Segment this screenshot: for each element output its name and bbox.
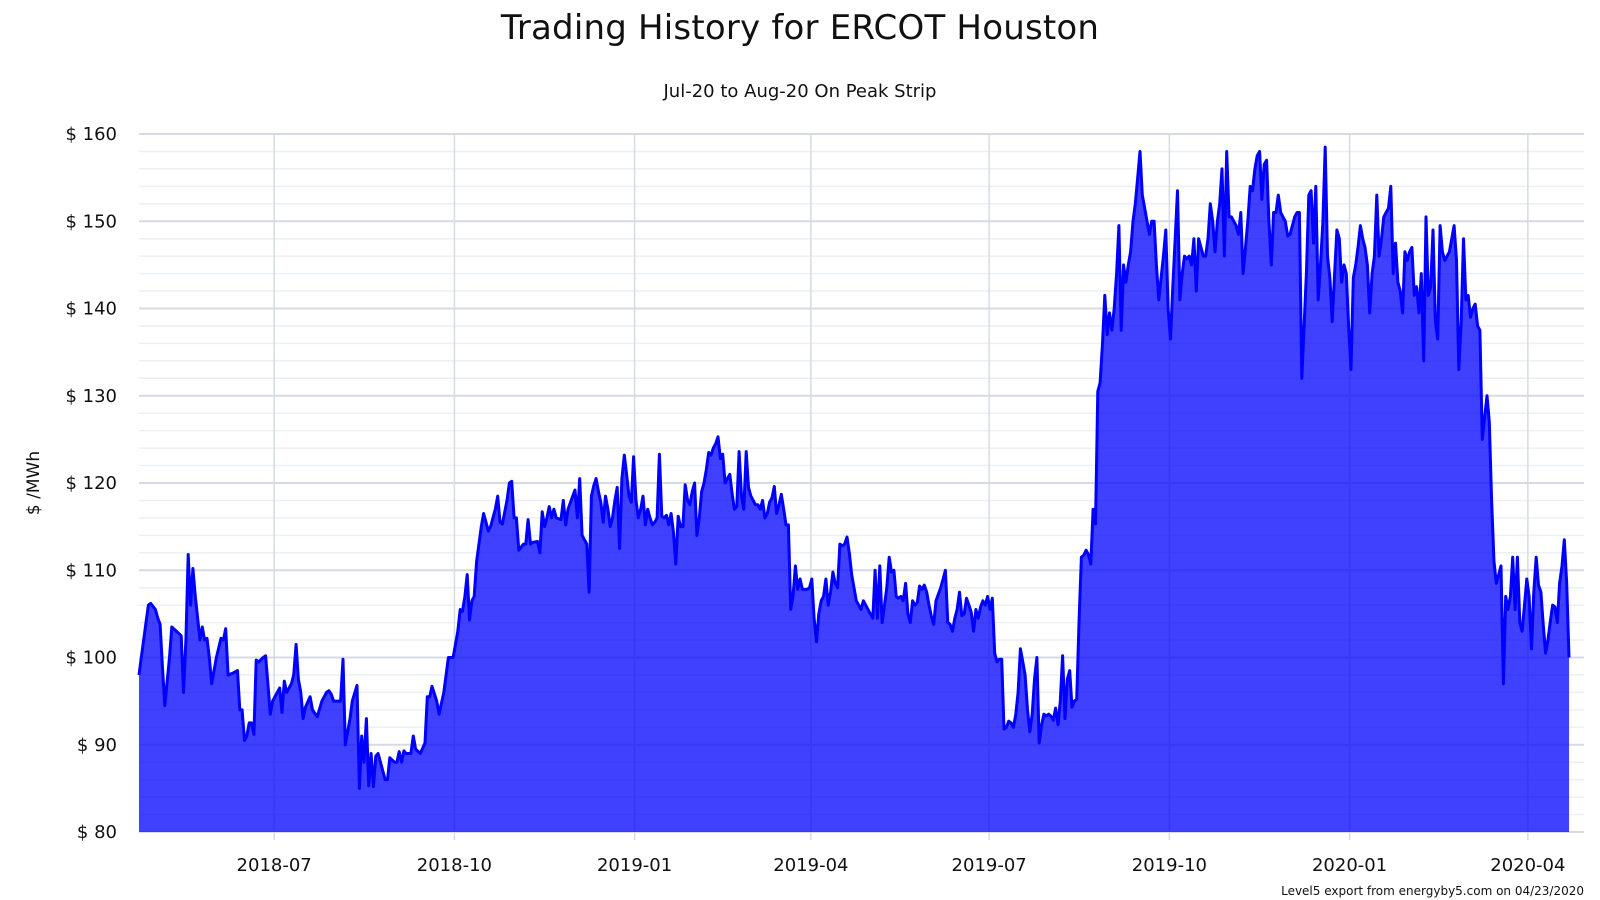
y-tick-label: $ 160 [65,124,117,145]
y-tick-label: $ 110 [65,560,117,581]
x-tick-label: 2020-01 [1312,855,1387,876]
y-tick-label: $ 120 [65,473,117,494]
y-tick-label: $ 150 [65,211,117,232]
y-tick-label: $ 80 [77,822,117,843]
y-tick-label: $ 90 [77,735,117,756]
x-tick-label: 2019-04 [773,855,848,876]
y-tick-label: $ 100 [65,648,117,669]
x-tick-label: 2019-01 [597,855,672,876]
x-tick-label: 2018-07 [237,855,312,876]
price-area-fill [139,147,1569,833]
x-tick-label: 2020-04 [1490,855,1565,876]
x-tick-label: 2019-07 [952,855,1027,876]
chart-title: Trading History for ERCOT Houston [500,8,1100,48]
x-tick-label: 2018-10 [417,855,492,876]
y-axis-ticks: $ 80 $ 90 $ 100 $ 110 $ 120 $ 130 $ 140 $ 150 $ … [65,124,117,843]
chart-subtitle: Jul-20 to Aug-20 On Peak Strip [663,81,937,102]
y-tick-label: $ 140 [65,299,117,320]
x-axis-ticks: 2018-07 2018-10 2019-01 2019-04 2019-07 2019-… [237,855,1566,876]
y-tick-label: $ 130 [65,386,117,407]
x-tick-label: 2019-10 [1132,855,1207,876]
price-line[interactable] [137,145,1571,790]
export-footer: Level5 export from energyby5.com on 04/2… [1281,884,1584,898]
